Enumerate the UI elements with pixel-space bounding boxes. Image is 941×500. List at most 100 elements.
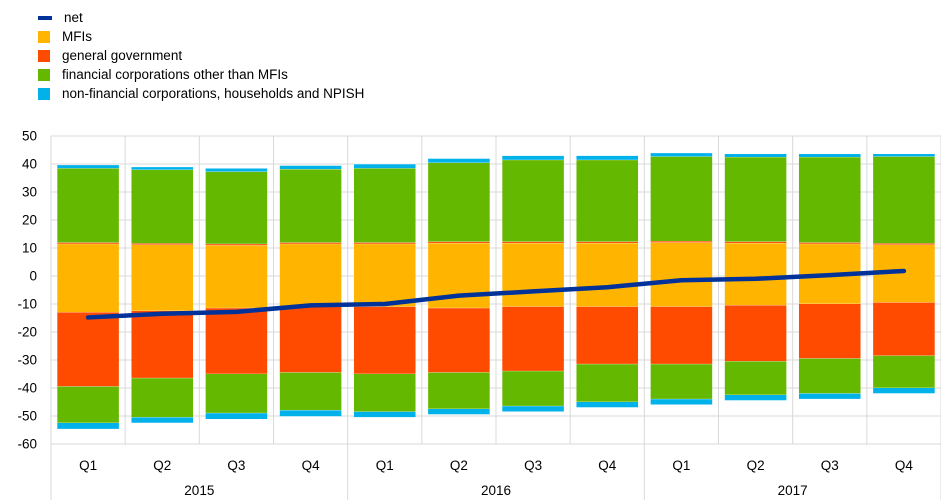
bar-mfis-negative [279,276,342,307]
net-point [531,289,536,294]
bar-financial-corporations-other-than-mfis-negative [205,374,268,414]
y-tick-label: 30 [22,185,37,200]
bar-non-financial-corporations-households-and-npish-positive [502,155,564,160]
y-tick-label: -20 [17,325,37,340]
bar-financial-corporations-other-than-mfis-negative [798,358,861,394]
bar-financial-corporations-other-than-mfis-positive [353,168,416,243]
net-point [753,276,758,281]
bar-financial-corporations-other-than-mfis-positive [57,168,119,243]
x-tick-label-q4: Q4 [302,458,321,473]
x-tick-label-q1: Q1 [672,458,690,473]
bar-general-government-negative [131,311,194,379]
bar-financial-corporations-other-than-mfis-positive [650,156,713,241]
net-point [456,293,461,298]
bar-financial-corporations-other-than-mfis-positive [724,157,787,242]
y-tick-label: -40 [17,381,37,396]
bar-financial-corporations-other-than-mfis-positive [279,169,342,243]
net-point [901,268,906,273]
year-label-2016: 2016 [481,483,511,498]
bar-financial-corporations-other-than-mfis-positive [502,159,564,242]
bar-general-government-negative [873,302,935,356]
net-point [679,278,684,283]
bar-general-government-positive [873,243,935,245]
y-tick-label: -60 [17,437,37,452]
bar-general-government-positive [576,241,639,243]
bar-non-financial-corporations-households-and-npish-positive [798,153,861,157]
bar-general-government-positive [279,242,342,244]
bar-general-government-positive [428,241,490,243]
legend-item-net: net [38,8,364,27]
x-tick-label-q2: Q2 [747,458,765,473]
net-point [234,309,239,314]
bar-general-government-positive [724,241,787,243]
legend-item-financial-corporations: financial corporations other than MFIs [38,65,364,84]
bar-non-financial-corporations-households-and-npish-negative [873,388,935,394]
legend-swatch-financial-corporations [38,68,50,81]
bar-mfis-positive [576,242,639,276]
bar-financial-corporations-other-than-mfis-positive [428,162,490,242]
bar-financial-corporations-other-than-mfis-negative [502,371,564,407]
bar-mfis-negative [576,276,639,307]
bar-general-government-positive [798,242,861,244]
bar-general-government-negative [428,308,490,373]
x-tick-label-q3: Q3 [227,458,245,473]
year-label-2015: 2015 [184,483,214,498]
bar-non-financial-corporations-households-and-npish-negative [57,423,119,430]
bar-mfis-positive [279,243,342,276]
net-point [382,302,387,306]
bar-mfis-negative [205,276,268,309]
legend-label-general-government: general government [62,48,183,63]
bar-general-government-negative [205,308,268,374]
bar-general-government-negative [279,306,342,373]
x-tick-label-q1: Q1 [376,458,394,473]
x-tick-label-q3: Q3 [524,458,542,473]
legend-label-net: net [64,10,83,25]
y-tick-label: 10 [22,241,37,256]
bar-mfis-positive [724,242,787,276]
bar-non-financial-corporations-households-and-npish-positive [650,152,713,157]
bar-financial-corporations-other-than-mfis-negative [353,374,416,412]
bar-non-financial-corporations-households-and-npish-negative [279,410,342,417]
bar-non-financial-corporations-households-and-npish-negative [724,395,787,401]
bar-general-government-negative [502,306,564,372]
bar-mfis-positive [650,242,713,276]
bar-mfis-positive [502,242,564,276]
x-tick-label-q2: Q2 [450,458,468,473]
bar-general-government-positive [650,241,713,243]
y-tick-label: 50 [22,129,37,144]
bar-general-government-positive [353,242,416,244]
bar-financial-corporations-other-than-mfis-negative [428,372,490,409]
bar-financial-corporations-other-than-mfis-negative [279,372,342,411]
bar-non-financial-corporations-households-and-npish-negative [650,399,713,405]
y-tick-label: -30 [17,353,37,368]
legend-item-non-financial: non-financial corporations, households a… [38,84,364,103]
bar-mfis-positive [353,243,416,276]
bar-non-financial-corporations-households-and-npish-negative [131,417,194,423]
x-tick-label-q2: Q2 [153,458,171,473]
bar-general-government-negative [353,306,416,374]
legend-item-general-government: general government [38,46,364,65]
bar-non-financial-corporations-households-and-npish-negative [205,413,268,420]
bar-financial-corporations-other-than-mfis-negative [131,378,194,418]
legend-label-non-financial: non-financial corporations, households a… [62,86,365,101]
bar-mfis-positive [428,242,490,276]
bar-financial-corporations-other-than-mfis-positive [873,156,935,244]
y-tick-label: 40 [22,157,37,172]
bar-general-government-positive [57,242,119,244]
bar-financial-corporations-other-than-mfis-positive [205,171,268,244]
bar-financial-corporations-other-than-mfis-negative [724,361,787,395]
bar-mfis-positive [798,243,861,276]
bar-financial-corporations-other-than-mfis-negative [57,386,119,423]
chart-legend: net MFIs general government financial co… [38,8,364,103]
bar-general-government-negative [57,312,119,387]
bar-mfis-negative [57,276,119,313]
x-tick-label-q1: Q1 [79,458,97,473]
bar-general-government-positive [502,241,564,243]
bar-financial-corporations-other-than-mfis-positive [131,169,194,244]
bar-financial-corporations-other-than-mfis-negative [576,364,639,402]
bar-mfis-negative [873,276,935,303]
net-point [308,303,313,308]
bar-general-government-positive [131,243,194,245]
bar-non-financial-corporations-households-and-npish-negative [502,406,564,412]
